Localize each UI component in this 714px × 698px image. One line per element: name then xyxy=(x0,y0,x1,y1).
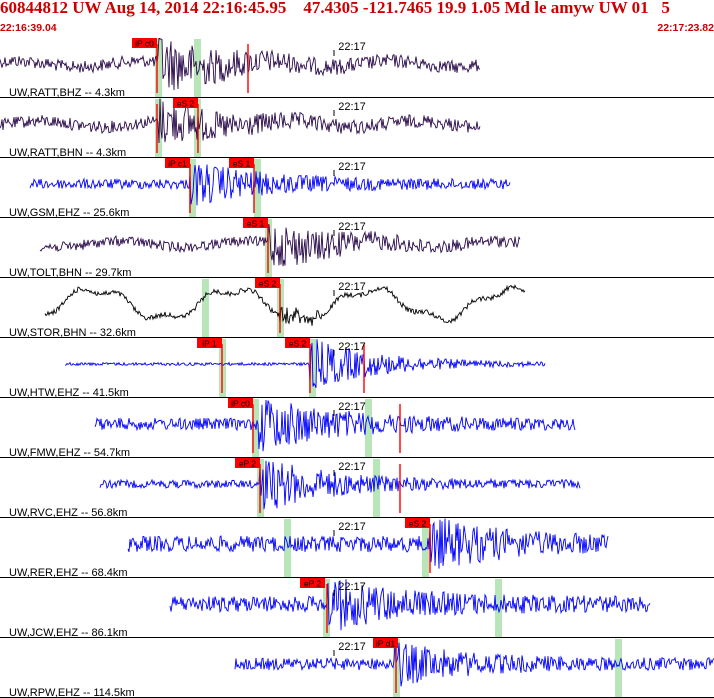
trace-panel[interactable]: eP 2 22:17 UW,JCW,EHZ -- 86.1km xyxy=(0,578,714,639)
station-label: UW,FMW,EHZ -- 54.7km xyxy=(9,447,130,459)
waveform xyxy=(64,339,546,389)
pick-label: iP c1 xyxy=(168,159,187,169)
phase-window xyxy=(365,399,372,457)
phase-window xyxy=(202,279,209,337)
trace-panel[interactable]: eS 2 22:17 UW,RER,EHZ -- 68.4km xyxy=(0,518,714,579)
waveform xyxy=(234,642,714,687)
pick-label-box xyxy=(165,158,190,168)
phase-window xyxy=(284,519,291,577)
pick-label: eS 2 xyxy=(289,339,307,349)
station-label: UW,RATT,BHZ -- 4.3km xyxy=(9,87,125,99)
window-start-time: 22:16:39.04 xyxy=(0,22,57,34)
time-tick-label: 22:17 xyxy=(338,521,366,533)
pick-label-box xyxy=(373,638,398,648)
trace-panel[interactable]: iP c1 eS 1 22:17 UW,GSM,EHZ -- 25.6km xyxy=(0,158,714,219)
trace-panel[interactable]: iP 1 eS 2 22:17 UW,HTW,EHZ -- 41.5km xyxy=(0,338,714,399)
pick-label-box xyxy=(132,38,157,48)
seismogram-plot: iP c0 22:17 UW,RATT,BHZ -- 4.3km eS 2 22:17 U… xyxy=(0,38,714,698)
waveform xyxy=(99,460,581,510)
station-label: UW,RER,EHZ -- 68.4km xyxy=(9,567,128,579)
pick-label: iP 1 xyxy=(202,339,217,349)
pick-label: eS 1 xyxy=(247,219,265,229)
trace-panel[interactable]: eS 1 22:17 UW,TOLT,BHN -- 29.7km xyxy=(0,218,714,279)
pick-label-box xyxy=(197,338,222,348)
pick-label-box xyxy=(255,278,280,288)
phase-window xyxy=(189,159,196,217)
time-tick-label: 22:17 xyxy=(338,41,366,53)
window-end-time: 22:17:23.82 xyxy=(657,22,714,34)
time-tick-label: 22:17 xyxy=(338,101,366,113)
time-tick-label: 22:17 xyxy=(338,461,366,473)
station-label: UW,GSM,EHZ -- 25.6km xyxy=(9,207,129,219)
phase-window xyxy=(615,639,622,697)
pick-label-box xyxy=(229,158,254,168)
station-label: UW,STOR,BHN -- 32.6km xyxy=(9,327,136,339)
trace-panel[interactable]: iP c0 22:17 UW,RATT,BHZ -- 4.3km xyxy=(0,38,714,99)
pick-label-box xyxy=(235,458,260,468)
pick-label: eS 2 xyxy=(259,279,277,289)
waveform xyxy=(127,518,609,569)
time-tick-label: 22:17 xyxy=(338,281,366,293)
waveform xyxy=(0,98,481,144)
pick-label-box xyxy=(173,98,198,108)
phase-window xyxy=(254,159,261,217)
trace-panel[interactable]: eS 2 22:17 UW,STOR,BHN -- 32.6km xyxy=(0,278,714,339)
station-label: UW,RPW,EHZ -- 114.5km xyxy=(9,687,135,698)
time-tick-label: 22:17 xyxy=(338,221,366,233)
trace-panel[interactable]: eP 2 22:17 UW,RVC,EHZ -- 56.8km xyxy=(0,458,714,519)
trace-panel[interactable]: iP d1 22:17 UW,RPW,EHZ -- 114.5km xyxy=(0,638,714,698)
pick-label-box xyxy=(405,518,430,528)
pick-label-box xyxy=(243,218,268,228)
pick-label: eS 2 xyxy=(177,99,195,109)
station-label: UW,TOLT,BHN -- 29.7km xyxy=(9,267,131,279)
phase-window xyxy=(155,39,162,97)
time-tick-label: 22:17 xyxy=(338,401,366,413)
pick-label-box xyxy=(300,578,325,588)
pick-label-box xyxy=(285,338,310,348)
phase-window xyxy=(373,459,380,517)
pick-label: eS 2 xyxy=(409,519,427,529)
pick-label: eP 2 xyxy=(304,579,322,589)
pick-label: iP c0 xyxy=(135,39,154,49)
waveform xyxy=(39,224,521,267)
pick-label-box xyxy=(228,398,253,408)
event-header: 60844812 UW Aug 14, 2014 22:16:45.95 47.… xyxy=(0,0,714,38)
time-tick-label: 22:17 xyxy=(338,641,366,653)
phase-window xyxy=(194,39,201,97)
waveform xyxy=(169,579,651,631)
seismogram-panels: iP c0 22:17 UW,RATT,BHZ -- 4.3km eS 2 22:17 U… xyxy=(0,38,714,698)
time-tick-label: 22:17 xyxy=(338,161,366,173)
event-title: 60844812 UW Aug 14, 2014 22:16:45.95 47.… xyxy=(0,0,670,17)
pick-label: eS 1 xyxy=(233,159,251,169)
station-label: UW,RVC,EHZ -- 56.8km xyxy=(9,507,127,519)
waveform xyxy=(94,399,576,452)
pick-label: iP c0 xyxy=(231,399,250,409)
trace-panel[interactable]: iP c0 22:17 UW,FMW,EHZ -- 54.7km xyxy=(0,398,714,459)
station-label: UW,JCW,EHZ -- 86.1km xyxy=(9,627,128,639)
station-label: UW,RATT,BHN -- 4.3km xyxy=(9,147,126,159)
waveform xyxy=(29,164,511,206)
waveform xyxy=(0,38,481,91)
pick-label: iP d1 xyxy=(376,639,395,649)
trace-panel[interactable]: eS 2 22:17 UW,RATT,BHN -- 4.3km xyxy=(0,98,714,159)
pick-label: eP 2 xyxy=(239,459,257,469)
station-label: UW,HTW,EHZ -- 41.5km xyxy=(9,387,129,399)
waveform xyxy=(44,284,526,326)
time-tick-label: 22:17 xyxy=(338,581,366,593)
time-tick-label: 22:17 xyxy=(338,341,366,353)
